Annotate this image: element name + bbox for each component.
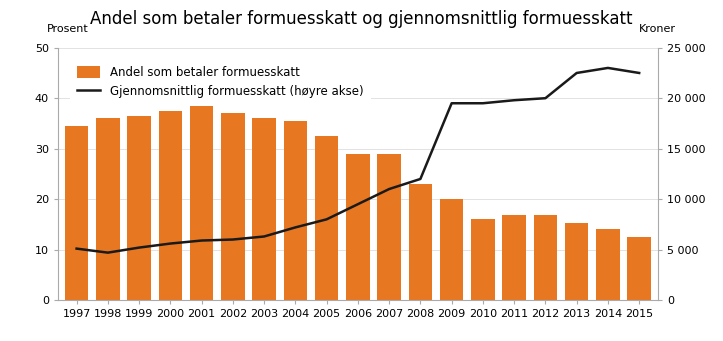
Text: Kroner: Kroner (639, 24, 676, 34)
Bar (127, 116, 151, 300)
Bar (252, 118, 276, 300)
Bar (221, 113, 244, 300)
Bar (346, 154, 369, 300)
Bar (315, 136, 338, 300)
Bar (190, 106, 213, 300)
Bar (502, 215, 526, 300)
Bar (440, 199, 463, 300)
Bar (565, 223, 589, 300)
Bar (408, 184, 432, 300)
Text: Andel som betaler formuesskatt og gjennomsnittlig formuesskatt: Andel som betaler formuesskatt og gjenno… (90, 10, 633, 28)
Bar (283, 121, 307, 300)
Bar (596, 229, 620, 300)
Legend: Andel som betaler formuesskatt, Gjennomsnittlig formuesskatt (høyre akse): Andel som betaler formuesskatt, Gjennoms… (69, 59, 371, 105)
Bar (534, 215, 557, 300)
Bar (471, 219, 495, 300)
Bar (628, 237, 651, 300)
Bar (96, 118, 119, 300)
Bar (377, 154, 401, 300)
Text: Prosent: Prosent (47, 24, 89, 34)
Bar (65, 126, 88, 300)
Bar (158, 111, 182, 300)
